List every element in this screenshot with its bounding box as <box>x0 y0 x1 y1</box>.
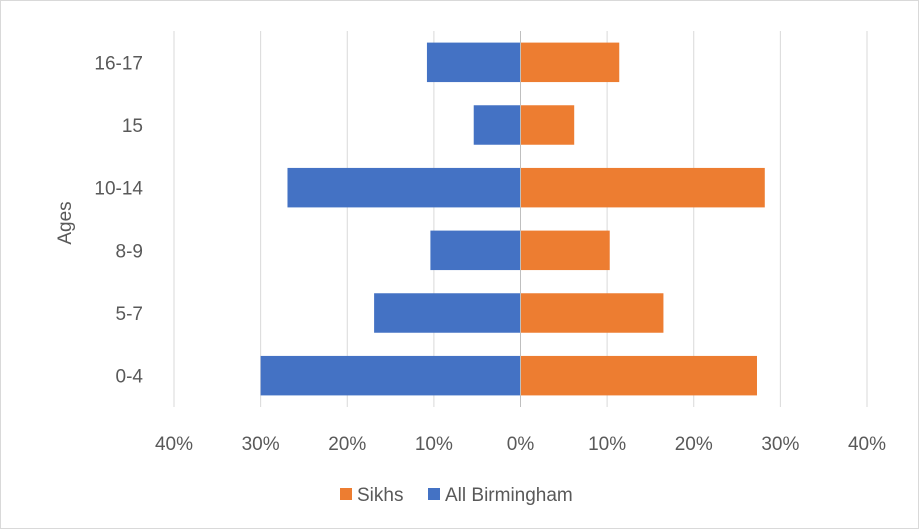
bar-all-birmingham-15 <box>473 105 521 145</box>
bar-all-birmingham-16-17 <box>426 42 521 83</box>
legend-label-sikhs: Sikhs <box>357 485 403 506</box>
category-label-0-4: 0-4 <box>116 367 144 388</box>
legend-swatch-all-birmingham <box>428 488 440 500</box>
bar-sikhs-8-9 <box>520 230 610 271</box>
y-axis-title: Ages <box>55 201 76 244</box>
category-label-10-14: 10-14 <box>94 179 143 200</box>
bar-all-birmingham-8-9 <box>430 230 521 271</box>
category-label-5-7: 5-7 <box>116 304 143 325</box>
category-label-15: 15 <box>122 116 143 137</box>
bar-sikhs-0-4 <box>520 355 757 396</box>
x-tick-label-7: 30% <box>761 434 799 455</box>
bar-all-birmingham-5-7 <box>374 293 521 333</box>
x-tick-label-6: 20% <box>675 434 713 455</box>
bar-sikhs-16-17 <box>520 42 620 83</box>
x-tick-label-8: 40% <box>848 434 886 455</box>
legend-label-all-birmingham: All Birmingham <box>445 485 573 506</box>
category-label-8-9: 8-9 <box>116 241 143 262</box>
bar-all-birmingham-10-14 <box>287 167 521 208</box>
x-tick-label-2: 20% <box>328 434 366 455</box>
legend[interactable]: Sikhs All Birmingham <box>340 485 573 506</box>
x-tick-label-5: 10% <box>588 434 626 455</box>
x-tick-label-4: 0% <box>507 434 535 455</box>
gridlines <box>173 31 868 407</box>
category-label-16-17: 16-17 <box>94 53 143 74</box>
x-tick-label-1: 30% <box>242 434 280 455</box>
bars <box>260 42 765 396</box>
x-tick-label-3: 10% <box>415 434 453 455</box>
bar-sikhs-10-14 <box>520 167 765 208</box>
category-labels: 0-4 5-7 8-9 10-14 15 16-17 <box>94 53 143 387</box>
bar-sikhs-15 <box>520 105 575 145</box>
x-tick-labels: 40% 30% 20% 10% 0% 10% 20% 30% 40% <box>155 434 886 455</box>
legend-swatch-sikhs <box>340 488 352 500</box>
bar-sikhs-5-7 <box>520 293 664 333</box>
bar-all-birmingham-0-4 <box>260 355 521 396</box>
x-tick-label-0: 40% <box>155 434 193 455</box>
